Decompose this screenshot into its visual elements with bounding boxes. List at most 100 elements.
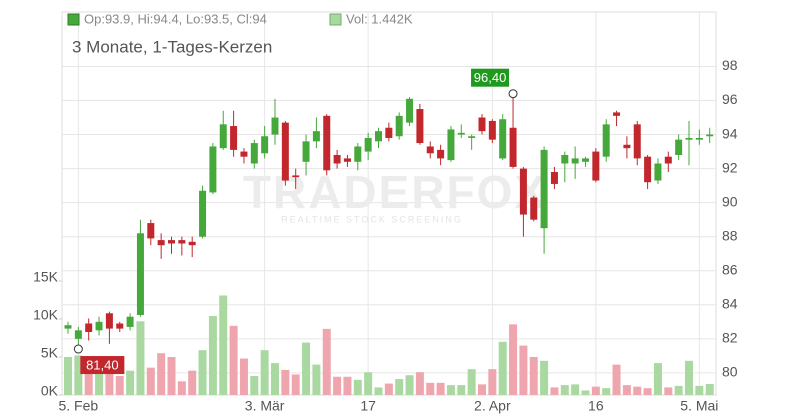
- volume-bar: [674, 385, 683, 395]
- candle-body: [209, 146, 217, 193]
- candle-body: [281, 122, 289, 181]
- candle-body: [240, 151, 248, 157]
- legend-swatch: [67, 13, 80, 26]
- y2-tick-label: 0K: [41, 383, 59, 399]
- candle-body: [395, 115, 403, 137]
- volume-bar: [333, 376, 342, 395]
- candle-body: [343, 158, 351, 162]
- x-tick-label: 17: [360, 398, 376, 414]
- candle-body: [437, 149, 445, 159]
- candle-body: [447, 129, 455, 161]
- y-tick-label: 98: [722, 57, 738, 73]
- candle-body: [457, 132, 465, 135]
- volume-bar: [105, 360, 114, 395]
- candle-body: [664, 156, 672, 164]
- candle-body: [706, 134, 714, 137]
- y-tick-label: 84: [722, 295, 738, 311]
- candle-body: [416, 109, 424, 144]
- y2-tick-label: 10K: [33, 307, 59, 323]
- volume-bar: [457, 385, 466, 395]
- candle-body: [613, 112, 621, 116]
- y-tick-label: 88: [722, 227, 738, 243]
- candle-body: [157, 240, 165, 246]
- candle-body: [312, 131, 320, 142]
- candle-body: [168, 240, 175, 244]
- candle-body: [654, 163, 662, 181]
- candle-body: [633, 124, 641, 159]
- min-label: 81,40: [86, 357, 119, 372]
- candle-body: [323, 115, 331, 171]
- volume-bar: [343, 376, 352, 395]
- candle-body: [385, 127, 393, 138]
- volume-bar: [581, 390, 590, 395]
- candle-body: [468, 136, 476, 138]
- candle-body: [644, 156, 652, 183]
- candle-body: [64, 325, 72, 329]
- volume-bar: [612, 364, 621, 395]
- volume-bar: [250, 376, 259, 395]
- volume-bar: [260, 350, 269, 395]
- volume-bar: [540, 360, 549, 395]
- volume-bar: [271, 363, 279, 395]
- candle-body: [530, 197, 538, 220]
- candle-body: [561, 154, 569, 164]
- candle-body: [74, 330, 82, 339]
- candle-body: [509, 127, 517, 167]
- legend-price: Op:93.9, Hi:94.4, Lo:93.5, Cl:94: [84, 11, 267, 26]
- volume-bar: [415, 372, 424, 395]
- candle-body: [333, 154, 341, 164]
- candle-body: [375, 131, 382, 142]
- volume-bar: [550, 387, 559, 395]
- volume-bar: [498, 341, 507, 395]
- volume-bar: [353, 379, 362, 395]
- max-marker: [508, 89, 518, 99]
- y-tick-label: 80: [722, 364, 738, 380]
- candle-body: [354, 146, 362, 162]
- y-tick-label: 94: [722, 125, 738, 141]
- volume-bar: [571, 384, 580, 395]
- y-tick-label: 96: [722, 91, 738, 107]
- candle-body: [116, 323, 124, 329]
- volume-bar: [643, 388, 652, 395]
- candle-body: [178, 240, 186, 244]
- volume-bar: [74, 355, 83, 395]
- volume-bar: [633, 386, 642, 395]
- y2-tick-label: 5K: [41, 345, 59, 361]
- min-marker: [73, 344, 83, 354]
- volume-bar: [467, 369, 476, 395]
- candle-body: [623, 144, 631, 149]
- volume-bar: [374, 387, 383, 395]
- volume-bar: [312, 364, 321, 395]
- volume-bar: [208, 315, 217, 395]
- candle-body: [685, 137, 693, 140]
- candle-body: [364, 137, 372, 152]
- candle-body: [95, 321, 103, 331]
- candle-body: [250, 143, 258, 164]
- candle-body: [571, 158, 579, 164]
- volume-bar: [519, 345, 528, 395]
- volume-bar: [426, 382, 435, 395]
- volume-bar: [602, 388, 611, 395]
- volume-bar: [115, 376, 124, 395]
- candle-body: [519, 168, 527, 215]
- candle-body: [302, 141, 310, 162]
- candle-body: [261, 136, 269, 154]
- candle-body: [271, 117, 279, 135]
- x-tick-label: 2. Apr: [474, 398, 511, 414]
- volume-bar: [664, 387, 673, 395]
- candle-body: [219, 124, 227, 149]
- volume-bar: [84, 368, 93, 395]
- volume-bar: [239, 358, 248, 395]
- x-tick-label: 3. Mär: [245, 398, 285, 414]
- y2-tick-label: 15K: [33, 269, 59, 285]
- volume-bar: [705, 384, 714, 395]
- candle-body: [499, 119, 507, 159]
- subtitle: 3 Monate, 1-Tages-Kerzen: [72, 37, 272, 56]
- y-tick-label: 82: [722, 330, 738, 346]
- volume-bar: [302, 342, 311, 395]
- volume-bar: [136, 321, 145, 395]
- volume-bar: [126, 370, 135, 395]
- volume-bar: [198, 350, 207, 395]
- x-tick-label: 5. Mai: [680, 398, 718, 414]
